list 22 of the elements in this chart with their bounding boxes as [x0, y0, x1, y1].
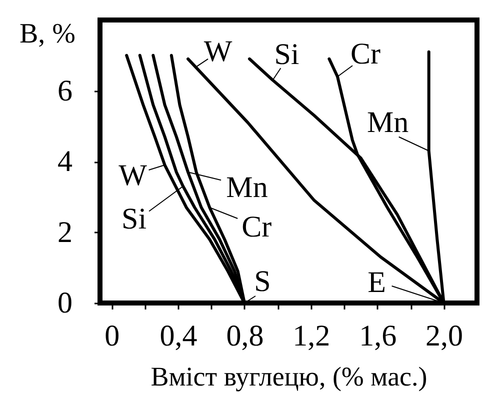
x-tick-label: 0	[104, 320, 120, 352]
x-tick-label: 1,2	[292, 320, 330, 352]
annotation: Mn	[226, 171, 268, 204]
y-tick-label: 6	[58, 74, 72, 108]
x-tick-label: 0,8	[226, 320, 264, 352]
annotation: W	[118, 159, 148, 192]
annotation: W	[204, 34, 233, 68]
annotation: Si	[274, 38, 300, 72]
annotation: E	[368, 266, 386, 299]
annotation: Si	[122, 202, 147, 236]
y-tick-label: 0	[58, 286, 72, 320]
x-tick-label: 2,0	[426, 320, 464, 352]
y-tick-label: 4	[58, 145, 72, 178]
x-axis-title: Вміст вуглецю, (% мас.)	[150, 362, 428, 392]
y-axis-title: В, %	[20, 18, 76, 50]
annotation: S	[254, 265, 271, 298]
annotation: Cr	[350, 38, 381, 71]
y-tick-label: 2	[58, 216, 72, 249]
x-tick-label: 1,6	[359, 320, 397, 352]
x-tick-label: 0,4	[160, 320, 198, 352]
annotation: Mn	[366, 106, 409, 139]
annotation: Cr	[242, 210, 272, 244]
